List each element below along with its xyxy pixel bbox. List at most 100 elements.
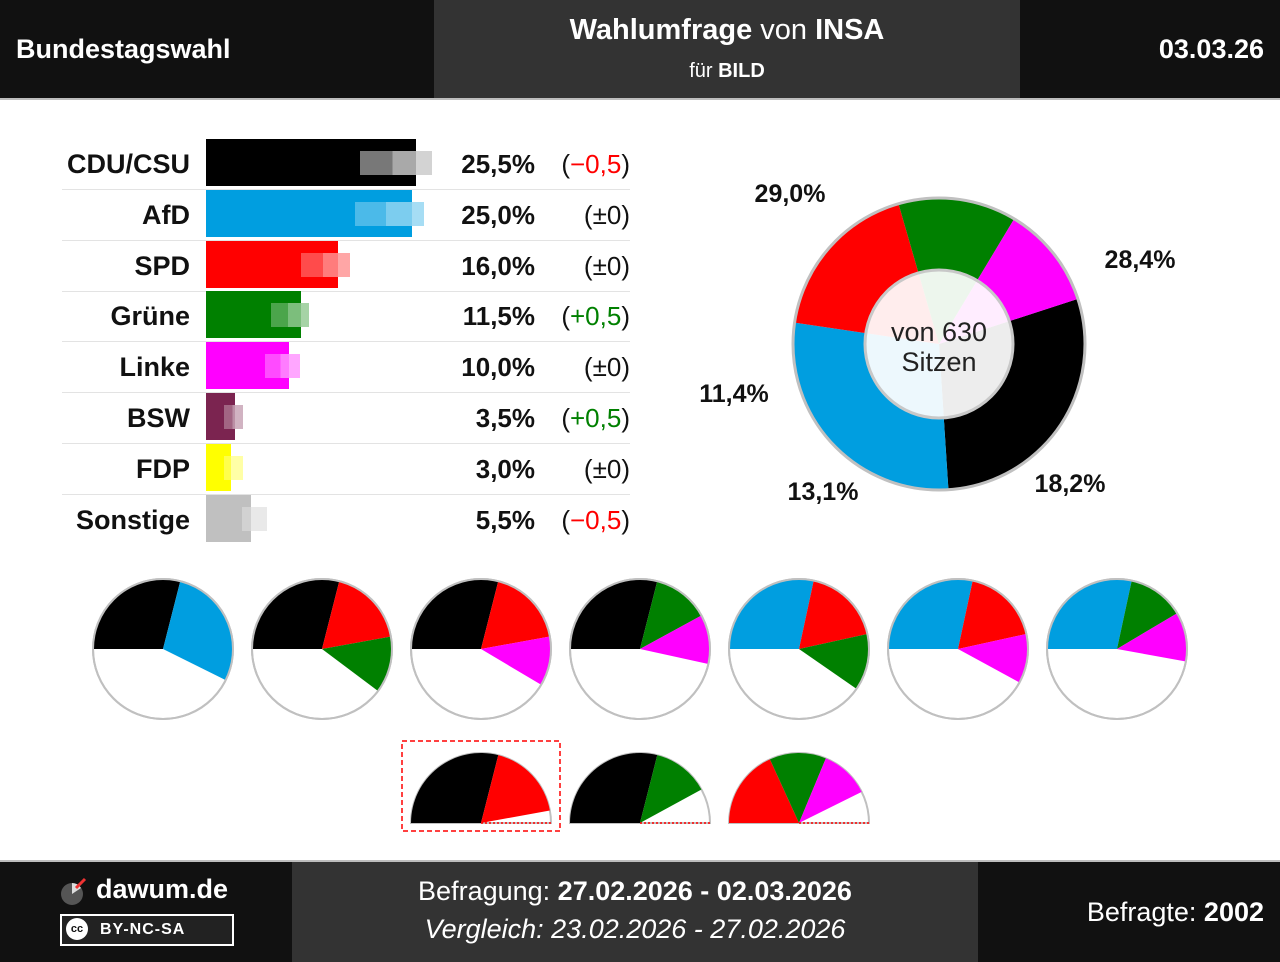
coalition-chart-cdu-csu-gruene-linke[interactable] [569, 578, 711, 720]
coalition-chart-afd-spd-gruene[interactable] [728, 578, 870, 720]
change-label-cdu-csu: (−0,5) [552, 139, 630, 189]
survey-label: Befragung: [418, 876, 551, 906]
previous-bar-linke [265, 354, 301, 379]
respondents-count: 2002 [1203, 897, 1264, 927]
respondents-label: Befragte: [1086, 897, 1197, 927]
coalition-slice-spd [729, 759, 799, 823]
bar-row-linke: Linke 10,0% (±0) [62, 342, 630, 394]
poll-title-von: von [760, 14, 808, 46]
paren: ) [621, 149, 630, 179]
previous-bar-tint [265, 354, 301, 379]
change-label-gruene: (+0,5) [552, 291, 630, 341]
party-label-fdp: FDP [136, 453, 190, 484]
coalition-chart-cdu-csu-spd-gruene[interactable] [251, 578, 393, 720]
coalition-slice-gruene [322, 636, 392, 691]
change-value: ±0 [592, 199, 622, 230]
paren: ( [561, 504, 570, 535]
bar-row-sonstige: Sonstige 5,5% (−0,5) [62, 494, 630, 545]
paren: ) [621, 199, 630, 230]
seat-share-label-afd: 28,4% [1105, 246, 1176, 274]
paren: ( [561, 403, 570, 433]
coalition-slice-linke [481, 636, 551, 685]
value-label-gruene: 11,5% [462, 301, 535, 332]
license-text: BY-NC-SA [100, 921, 186, 938]
license-badge[interactable]: cc BY-NC-SA [60, 914, 234, 946]
coalition-slice-gruene [640, 581, 702, 649]
party-label-cdu-csu: CDU/CSU [66, 149, 190, 179]
paren: ) [621, 250, 630, 281]
paren: ( [561, 301, 570, 332]
value-label-afd: 25,0% [461, 199, 535, 230]
dawum-logo-icon[interactable] [58, 876, 90, 908]
change-label-sonstige: (−0,5) [552, 495, 630, 545]
paren: ) [621, 403, 630, 433]
coalition-border [251, 578, 393, 720]
coalition-chart-afd-gruene-linke[interactable] [1046, 578, 1188, 720]
value-label-spd: 16,0% [461, 250, 535, 281]
previous-bar-tint [223, 455, 243, 480]
cc-icon: cc [66, 918, 88, 940]
change-label-spd: (±0) [552, 241, 630, 291]
seat-share-label-cdu-csu: 29,0% [755, 180, 826, 208]
brand-link[interactable]: dawum.de [96, 874, 229, 904]
bar-row-bsw: BSW 3,5% (+0,5) [62, 393, 630, 444]
coalition-border [887, 578, 1029, 720]
previous-bar-cdu-csu [360, 151, 433, 175]
coalition-chart-afd-spd-linke[interactable] [887, 578, 1029, 720]
coalition-border [728, 578, 870, 720]
party-label-afd: AfD [142, 199, 190, 230]
value-label-cdu-csu: 25,5% [461, 149, 535, 179]
change-value: ±0 [592, 250, 622, 281]
compare-range: 23.02.2026 - 27.02.2026 [551, 914, 846, 944]
coalition-slice-spd [322, 581, 391, 649]
coalition-slice-gruene [640, 755, 702, 823]
paren: ( [561, 149, 570, 179]
bar-row-spd: SPD 16,0% (±0) [62, 240, 630, 292]
header: Bundestagswahl Wahlumfrage von INSA für … [0, 0, 1280, 100]
previous-bar-gruene [271, 303, 309, 328]
donut-center-text: Sitzen [901, 347, 976, 377]
coalition-slice-gruene [1117, 580, 1178, 649]
change-label-linke: (±0) [552, 342, 630, 392]
majority-highlight-box [401, 740, 561, 832]
change-value: ±0 [592, 453, 622, 484]
footer: dawum.de cc BY-NC-SA Befragung: 27.02.20… [0, 860, 1280, 962]
bar-row-fdp: FDP 3,0% (±0) [62, 443, 630, 495]
coalition-slice-afd [729, 579, 814, 649]
coalition-slice-cdu-csu [93, 579, 181, 649]
poll-title-bold: Wahlumfrage [569, 14, 753, 46]
donut-outline [791, 196, 1087, 492]
previous-bar-tint [271, 303, 309, 328]
coalition-slice-afd [888, 579, 973, 649]
bar-row-cdu-csu: CDU/CSU 25,5% (−0,5) [62, 139, 630, 190]
change-value: +0,5 [570, 403, 622, 433]
donut-center-text: von 630 [891, 317, 987, 347]
bar-row-afd: AfD 25,0% (±0) [62, 189, 630, 241]
paren: ( [583, 199, 593, 230]
change-label-bsw: (+0,5) [552, 393, 630, 443]
coalition-slice-linke [799, 758, 862, 823]
previous-bar-tint [241, 506, 268, 531]
coalition-chart-cdu-csu-gruene[interactable] [568, 752, 712, 824]
previous-bar-fdp [223, 455, 243, 480]
coalition-slice-afd [163, 581, 233, 681]
change-value: −0,5 [570, 504, 622, 535]
change-value: ±0 [592, 352, 622, 383]
paren: ) [621, 504, 630, 535]
coalition-slice-spd [481, 581, 550, 649]
poll-institute: INSA [815, 14, 885, 46]
coalition-slice-spd [481, 755, 550, 823]
coalition-slice-cdu-csu [570, 753, 658, 823]
value-label-fdp: 3,0% [475, 453, 535, 484]
party-label-bsw: BSW [127, 403, 190, 433]
paren: ) [621, 352, 630, 383]
coalition-slice-cdu-csu [570, 579, 658, 649]
coalition-chart-cdu-csu-spd[interactable] [401, 740, 561, 832]
paren: ) [621, 453, 630, 484]
coalition-chart-spd-gruene-linke[interactable] [727, 752, 871, 824]
coalition-chart-cdu-csu-afd[interactable] [92, 578, 234, 720]
coalition-slice-linke [1117, 613, 1188, 662]
coalition-slice-afd [1047, 579, 1132, 649]
coalition-chart-cdu-csu-spd-linke[interactable] [410, 578, 552, 720]
survey-range: 27.02.2026 - 02.03.2026 [557, 876, 852, 906]
